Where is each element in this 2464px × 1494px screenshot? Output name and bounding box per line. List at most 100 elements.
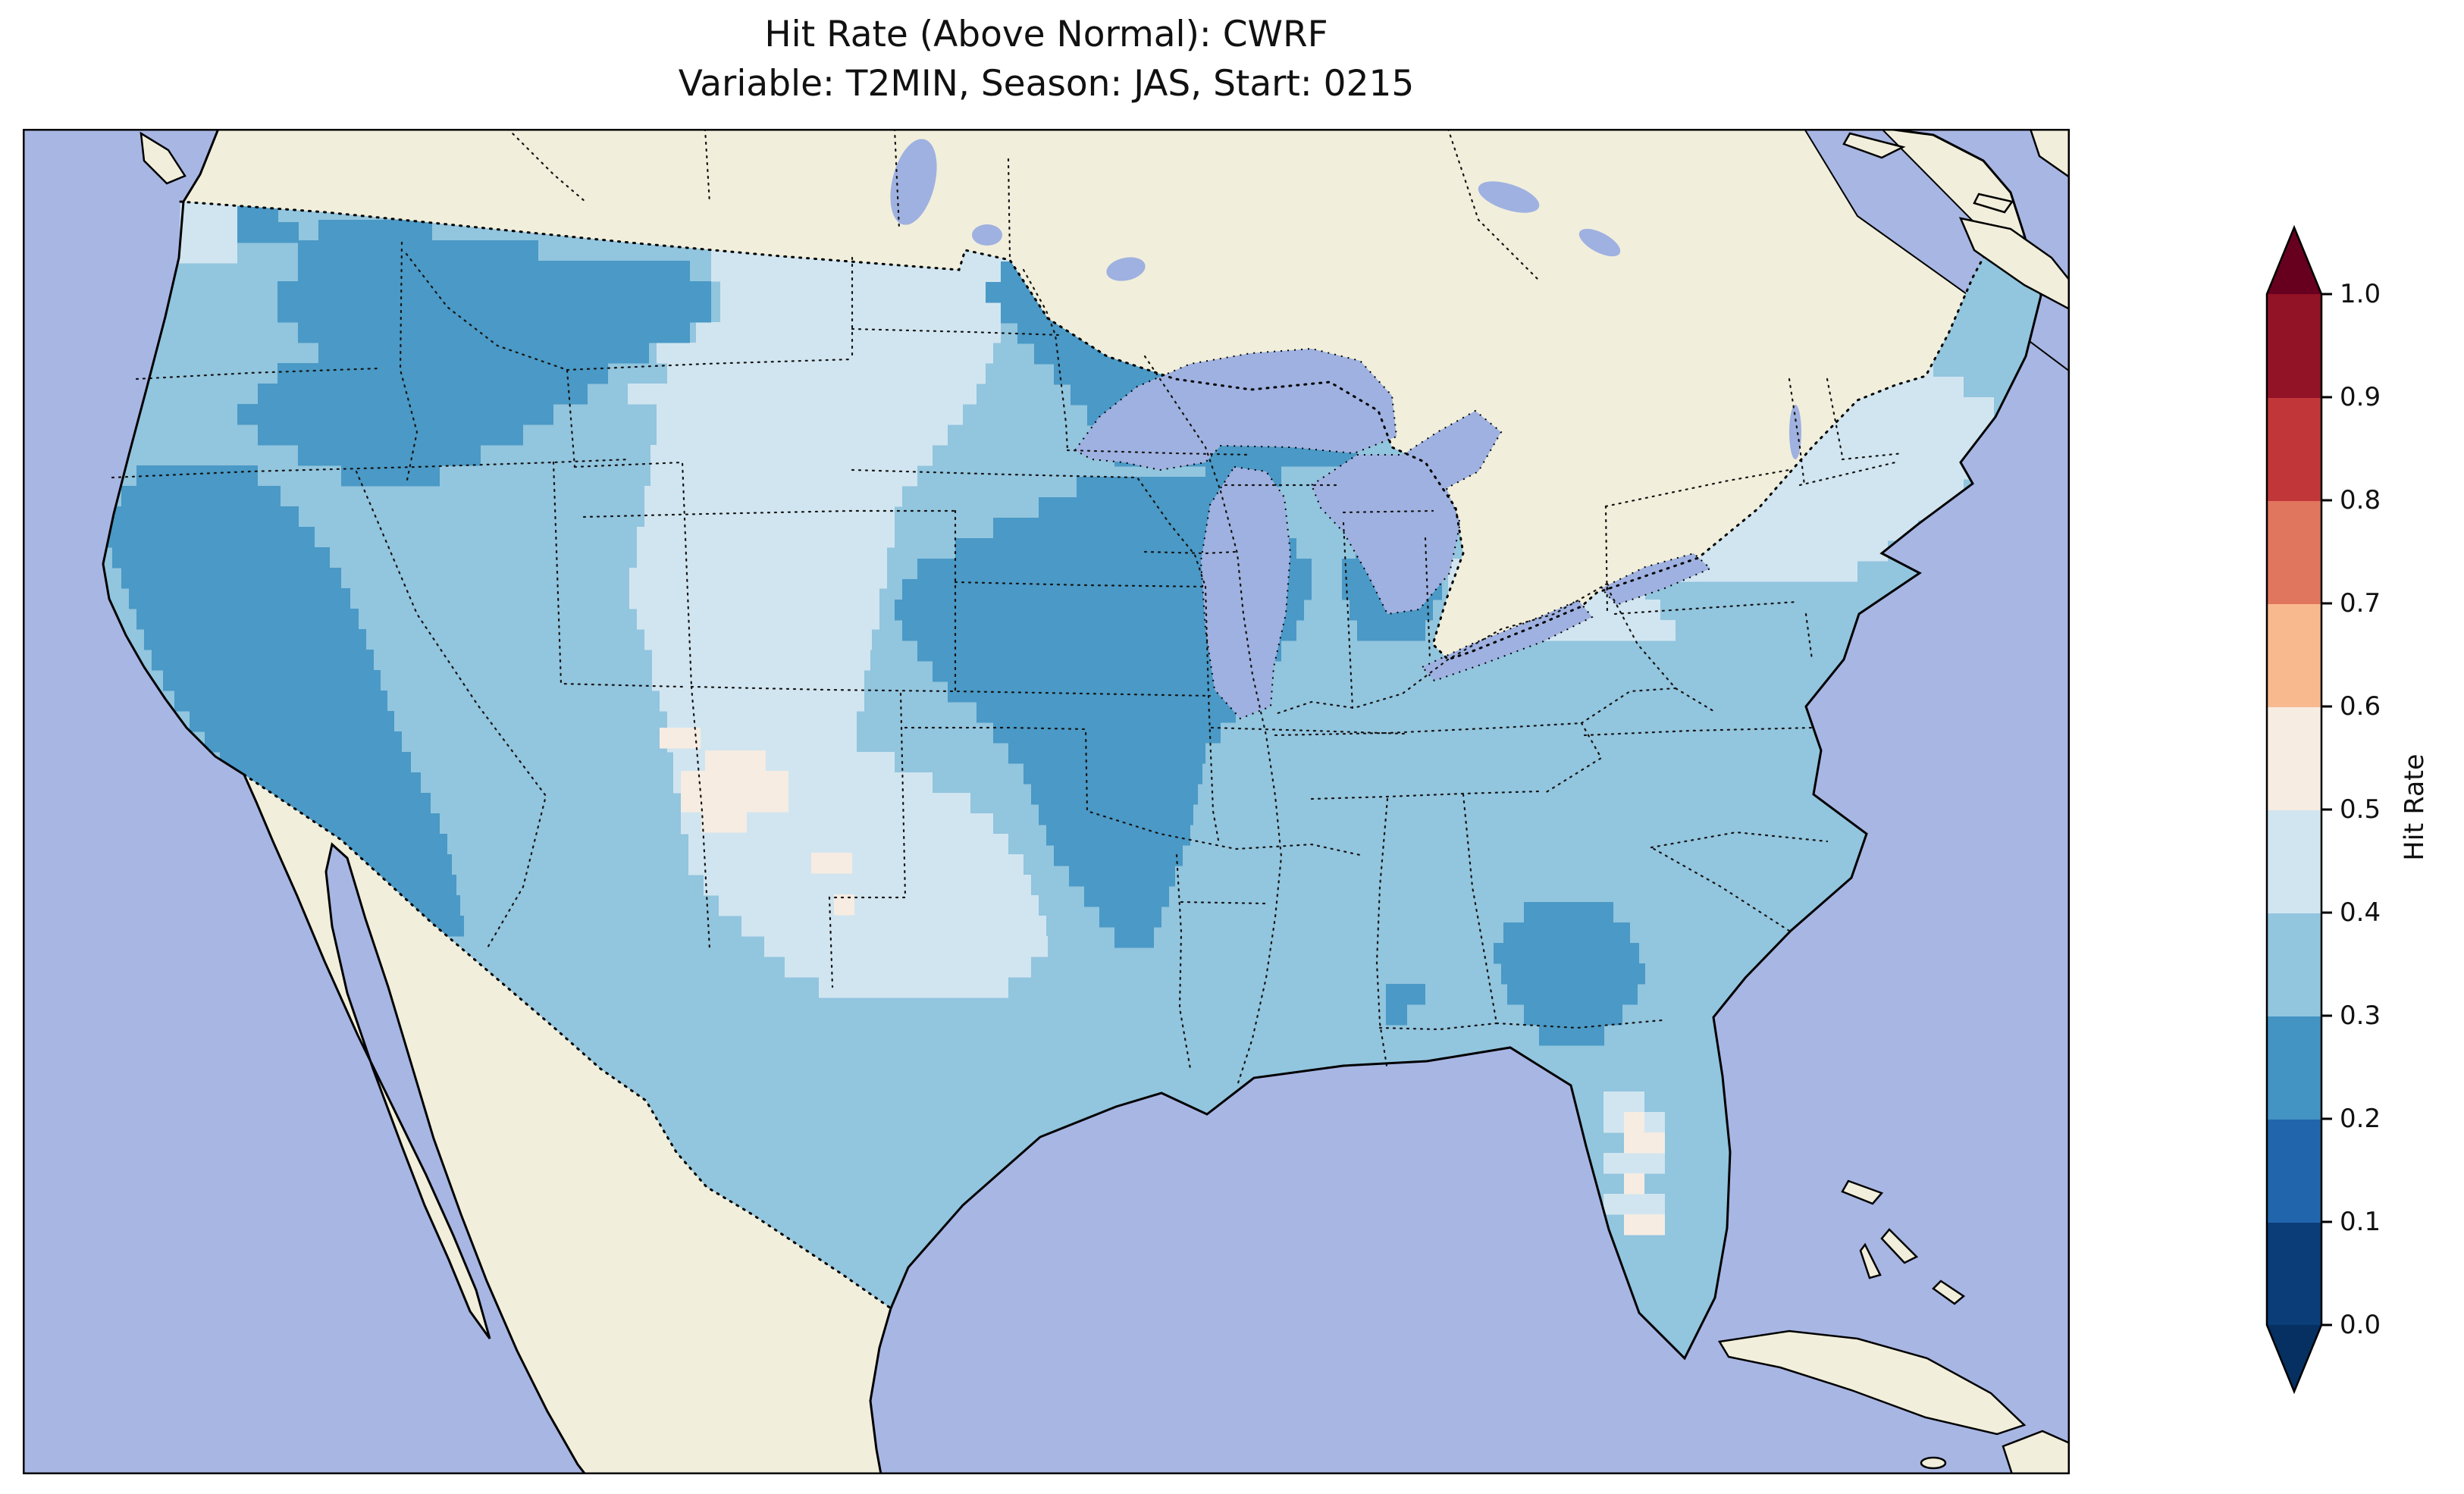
hit-rate-cell-row <box>1024 763 1202 785</box>
hit-rate-cell-row <box>993 722 1221 744</box>
hit-rate-cell-row <box>298 445 481 466</box>
hit-rate-cell-row <box>711 261 1022 282</box>
colorbar-tick-label: 0.0 <box>2340 1310 2381 1340</box>
hit-rate-cell-row <box>190 711 394 732</box>
national-borders <box>179 200 1997 1310</box>
hit-rate-cell-row <box>1494 943 1639 964</box>
hit-rate-cell-row <box>121 568 341 589</box>
us-canada-border <box>179 200 1997 661</box>
hit-rate-cell-row <box>977 702 1236 723</box>
hit-rate-cell-row <box>1077 477 1221 498</box>
colorbar-tick-label: 0.1 <box>2340 1207 2381 1237</box>
map-panel <box>23 129 2070 1474</box>
hit-rate-cell-row <box>318 343 649 364</box>
hit-rate-cell-row <box>637 527 895 548</box>
hit-rate-cell-row <box>644 629 872 650</box>
hit-rate-cell-row <box>628 384 977 405</box>
colorbar-tick-label: 1.0 <box>2340 279 2381 309</box>
hit-rate-cell-row <box>741 916 1046 937</box>
lake-michigan <box>1199 465 1292 720</box>
hit-rate-cell-row <box>650 445 933 466</box>
colorbar-bin <box>2267 603 2321 707</box>
hit-rate-cell-row <box>1624 1173 1644 1195</box>
hit-rate-cell-row <box>136 609 359 630</box>
vancouver-island <box>140 131 187 185</box>
colorbar-bin <box>2267 500 2321 604</box>
colorbar-bins <box>2267 294 2321 1326</box>
nova-scotia <box>1958 217 2070 311</box>
hit-rate-cell-row <box>277 281 711 302</box>
hit-rate-cell-row <box>112 547 330 568</box>
hit-rate-cell-row <box>652 670 864 691</box>
figure-title: Hit Rate (Above Normal): CWRF Variable: … <box>23 11 2070 109</box>
cells-0.5-0.6 <box>660 728 1665 1236</box>
hit-rate-cell-row <box>719 895 1039 916</box>
hit-rate-cell-row <box>277 363 608 384</box>
hit-rate-cell-row <box>629 568 887 589</box>
colorbar-extend-below-triangle <box>2267 1325 2321 1392</box>
figure-title-line2: Variable: T2MIN, Season: JAS, Start: 021… <box>678 62 1415 105</box>
hit-rate-cell-row <box>785 957 1031 978</box>
hit-rate-cell-row <box>277 302 711 323</box>
hit-rate-cell-row <box>1039 804 1193 825</box>
hit-rate-cell-row <box>644 506 895 528</box>
hit-rate-cell-row <box>220 752 411 773</box>
hit-rate-cell-row <box>688 854 1024 875</box>
hit-rate-cell-row <box>112 506 299 528</box>
colorbar-tick-label: 0.5 <box>2340 794 2381 825</box>
hit-rate-cell-row <box>237 404 553 425</box>
hit-rate-cell-row <box>1507 984 1638 1005</box>
hit-rate-cell-row <box>705 750 766 772</box>
hit-rate-cell-row <box>237 222 299 243</box>
hit-rate-cell-row <box>1624 1132 1665 1154</box>
hit-rate-cell-row <box>834 894 854 916</box>
jamaica <box>1920 1456 1947 1470</box>
colorbar-tick-label: 0.9 <box>2340 382 2381 412</box>
coastline <box>102 129 2042 1474</box>
colorbar-bin <box>2267 706 2321 810</box>
hit-rate-cell-row <box>819 977 1008 998</box>
hit-rate-cell-row <box>298 240 538 262</box>
hit-rate-cell-row <box>318 220 432 241</box>
hit-rate-cell-row <box>637 547 887 568</box>
colorbar-tick-label: 0.7 <box>2340 588 2381 619</box>
colorbar <box>2265 224 2332 1395</box>
colorbar-bin <box>2267 397 2321 501</box>
hit-rate-cell-row <box>258 424 523 446</box>
colorbar-tick-label: 0.4 <box>2340 897 2381 928</box>
us-mexico-border <box>243 773 892 1310</box>
hit-rate-cell-row <box>205 731 402 753</box>
colorbar-tick-label: 0.3 <box>2340 1001 2381 1031</box>
cells-0.2-0.3 <box>106 202 1645 1046</box>
lake-huron <box>1310 409 1503 615</box>
hit-rate-cell-row <box>106 527 315 548</box>
hit-rate-cell-row <box>1069 866 1175 887</box>
islands <box>140 129 2070 1474</box>
hit-rate-cell-row <box>129 588 350 609</box>
hit-rate-cell-row <box>681 791 788 813</box>
hit-rate-cell-row <box>681 771 788 792</box>
hit-rate-cell-row <box>1624 1112 1644 1133</box>
hit-rate-cell-row <box>629 588 879 609</box>
hit-rate-cell-row <box>811 853 852 874</box>
conus-hit-rate-map <box>23 129 2070 1474</box>
hit-rate-cell-row <box>1046 825 1190 846</box>
colorbar-bin <box>2267 1222 2321 1326</box>
colorbar-extend-above-triangle <box>2267 227 2321 294</box>
colorbar-tick-label: 0.6 <box>2340 691 2381 722</box>
hit-rate-cell-row <box>144 629 366 650</box>
anticosti-island <box>1842 132 1906 159</box>
newfoundland <box>2029 129 2070 179</box>
hit-rate-cell-row <box>720 281 1016 302</box>
colorbar-bin <box>2267 913 2321 1016</box>
hit-rate-cell-row <box>652 650 870 671</box>
hit-rate-cell-row <box>637 609 879 630</box>
colorbar-bin <box>2267 1119 2321 1223</box>
hit-rate-cell-row <box>657 343 993 364</box>
figure-title-line1: Hit Rate (Above Normal): CWRF <box>764 14 1328 55</box>
hit-rate-cell-row <box>298 322 690 343</box>
hit-rate-cell-row <box>1603 1092 1644 1113</box>
hit-rate-cell-row <box>667 363 986 384</box>
lake-ontario <box>1600 552 1712 606</box>
lake-superior <box>1074 347 1398 471</box>
